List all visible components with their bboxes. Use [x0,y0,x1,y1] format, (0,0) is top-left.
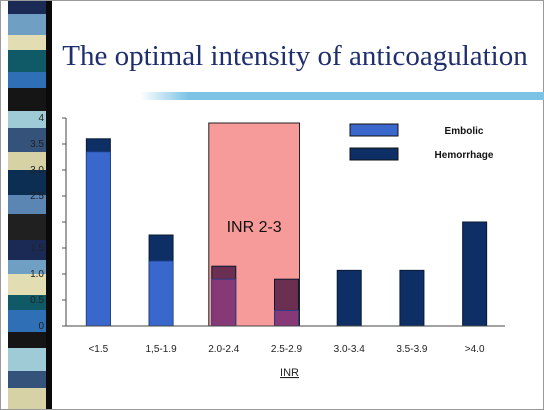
y-tick-label: 2.5 [30,191,44,202]
therapeutic-range-label: INR 2-3 [227,219,282,236]
band-stripe [8,72,48,88]
band-stripe [8,388,48,410]
band-stripe [8,310,48,332]
band-stripe [8,214,48,240]
legend-label: Hemorrhage [435,150,494,161]
x-category-label: >4.0 [465,344,485,355]
bar-embolic [274,309,299,327]
title-accent-rule [140,92,544,100]
x-category-label: <1.5 [88,344,108,355]
slide-title: The optimal intensity of anticoagulation [62,40,528,72]
band-stripe [8,371,48,388]
band-stripe [8,128,48,152]
band-stripe [8,0,48,14]
band-stripe [8,240,48,260]
x-category-label: 2.0-2.4 [208,344,240,355]
y-tick-label: 4 [38,113,44,124]
band-stripe [8,152,48,170]
band-stripe [8,14,48,35]
y-tick-label: 3.5 [30,139,44,150]
band-shadow [46,0,52,410]
band-stripe [8,88,48,111]
bar-hemorrhage [336,269,362,327]
band-stripe [8,170,48,195]
decorative-stripe-band [8,0,52,410]
band-stripe [8,111,48,128]
band-stripe [8,274,48,295]
bar-hemorrhage [462,221,488,327]
x-category-label: 1,5-1.9 [146,344,178,355]
x-category-label: 3.5-3.9 [396,344,428,355]
legend-swatch [349,147,399,161]
y-tick-label: 1.5 [30,243,44,254]
bar-embolic [85,151,111,327]
legend-label: Embolic [445,126,484,137]
bar-embolic [211,278,237,327]
x-category-label: 3.0-3.4 [334,344,366,355]
bar-embolic [148,260,174,327]
band-stripe [8,260,48,274]
band-stripe [8,50,48,72]
band-stripe [8,332,48,348]
band-stripe [8,295,48,310]
band-stripe [8,348,48,371]
y-tick-label: 1.0 [30,269,44,280]
y-tick-label: 0.5 [30,295,44,306]
y-tick-label: 2 [38,217,44,228]
band-stripe [8,35,48,50]
x-axis-title: INR [280,367,299,379]
y-tick-label: 3.0 [30,165,44,176]
bar-hemorrhage [399,269,425,327]
band-stripe [8,195,48,214]
legend-swatch [349,123,399,137]
x-category-label: 2.5-2.9 [271,344,303,355]
y-tick-label: 0 [38,321,44,332]
